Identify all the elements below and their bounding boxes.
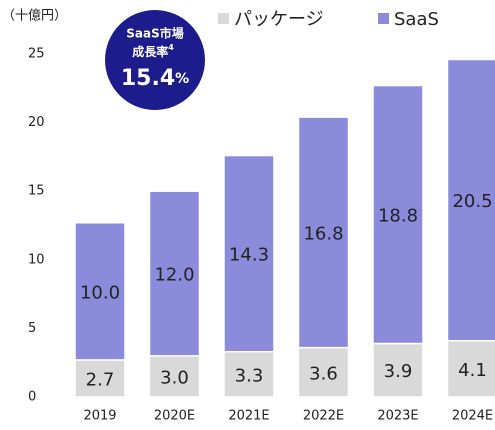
y-tick-label: 15 [28, 184, 45, 199]
x-tick-label: 2019 [83, 409, 116, 424]
bar-segment [297, 346, 350, 398]
data-label: 20.5 [452, 191, 492, 212]
x-tick-label: 2023E [377, 409, 418, 424]
x-tick-label: 2021E [228, 409, 269, 424]
data-label: 3.3 [235, 365, 264, 386]
data-label: 3.9 [384, 361, 413, 382]
bubble-value: 15.4% [121, 66, 189, 91]
data-label: 2.7 [86, 369, 115, 390]
growth-bubble [105, 10, 205, 110]
bubble-note: 4 [168, 43, 174, 52]
data-label: 3.6 [309, 363, 338, 384]
data-label: 14.3 [229, 245, 269, 266]
bar-segment [446, 58, 495, 342]
legend-label: パッケージ [234, 9, 324, 30]
data-label: 3.0 [160, 367, 189, 388]
y-tick-label: 25 [28, 47, 45, 62]
bar-segment [372, 84, 424, 345]
bar-segment [372, 342, 424, 398]
bar-segment [148, 190, 201, 357]
bar-segment [223, 350, 275, 398]
data-label: 16.8 [303, 223, 343, 244]
legend-swatch [378, 13, 389, 24]
y-tick-label: 0 [28, 390, 36, 405]
bubble-line2: 成長率4 [132, 43, 174, 59]
bar-segment [223, 154, 275, 353]
bubble-value-unit: % [175, 71, 189, 87]
bubble-line2-text: 成長率 [132, 44, 168, 59]
data-label: 12.0 [154, 265, 194, 286]
x-tick-label: 2022E [303, 409, 344, 424]
legend-label: SaaS [394, 9, 439, 30]
bubble-value-number: 15.4 [121, 66, 175, 91]
y-tick-label: 5 [28, 321, 36, 336]
data-label: 4.1 [458, 360, 487, 381]
data-label: 18.8 [378, 206, 418, 227]
legend-swatch [218, 13, 229, 24]
y-tick-label: 20 [28, 115, 45, 130]
bubble-line1: SaaS市場 [126, 26, 183, 41]
data-label: 10.0 [80, 282, 120, 303]
x-tick-label: 2020E [154, 409, 195, 424]
unit-label: （十億円） [2, 8, 67, 24]
bar-segment [74, 222, 126, 361]
y-tick-label: 10 [28, 252, 45, 267]
bar-segment [297, 116, 350, 349]
x-tick-label: 2024E [452, 409, 493, 424]
bar-segment [74, 359, 126, 398]
